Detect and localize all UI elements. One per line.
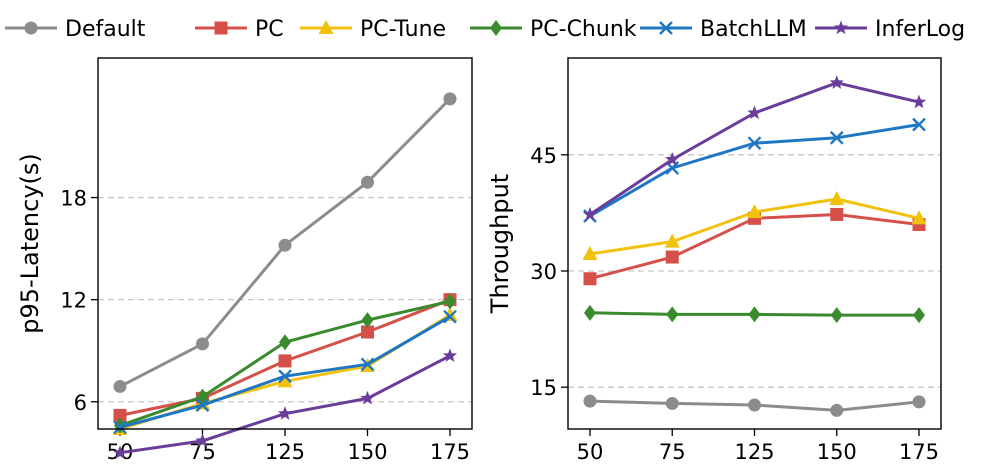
data-point [278, 369, 292, 384]
data-point [196, 337, 209, 351]
series-pc-tune [582, 190, 927, 260]
series-line [589, 123, 920, 218]
x-tick-label: 125 [734, 440, 774, 464]
data-point [583, 394, 597, 408]
legend-label: BatchLLM [700, 17, 807, 42]
legend-marker [214, 21, 228, 35]
y-tick-label: 18 [60, 187, 87, 211]
y-axis-title: p95-Latency(s) [16, 153, 44, 334]
data-point [442, 348, 458, 362]
x-tick-label: 175 [430, 440, 470, 464]
data-point [278, 354, 292, 368]
data-point [279, 334, 291, 351]
data-point [911, 94, 927, 109]
data-point [112, 445, 128, 459]
x-tick-label: 50 [577, 440, 604, 464]
legend-label: Default [65, 17, 146, 42]
x-tick-label: 150 [347, 440, 387, 464]
data-point [829, 190, 845, 205]
data-point [583, 272, 597, 286]
legend-item-pc-chunk: PC-Chunk [470, 17, 637, 42]
data-point [665, 396, 679, 410]
data-point [665, 250, 679, 264]
series-default [113, 92, 457, 393]
legend-item-pc-tune: PC-Tune [300, 17, 446, 42]
legend-label: InferLog [875, 17, 965, 42]
legend-marker [833, 20, 849, 35]
data-point [830, 403, 844, 417]
y-tick-label: 45 [530, 144, 557, 168]
data-point [584, 304, 596, 321]
series-batchllm [113, 309, 457, 435]
data-point [360, 390, 375, 405]
legend-marker [490, 20, 502, 36]
legend-item-inferlog: InferLog [815, 17, 965, 42]
y-tick-label: 15 [530, 376, 557, 400]
data-point [747, 105, 762, 120]
legend-item-pc: PC [195, 17, 284, 42]
data-point [911, 210, 927, 225]
data-point [829, 130, 844, 145]
data-point [665, 151, 680, 166]
x-tick-label: 75 [659, 440, 686, 464]
legend-label: PC [255, 17, 284, 42]
latency-panel: 612185075125150175p95-Latency(s) [16, 57, 473, 464]
legend-marker [318, 20, 334, 34]
x-tick-label: 125 [265, 440, 305, 464]
data-point [748, 398, 761, 412]
legend-item-batchllm: BatchLLM [640, 17, 807, 42]
x-tick-label: 150 [817, 440, 857, 464]
x-tick-label: 175 [899, 440, 939, 464]
legend-marker [24, 21, 38, 35]
data-point [830, 207, 844, 221]
series-pc-chunk [584, 304, 925, 324]
data-point [747, 136, 762, 151]
data-point [582, 245, 598, 260]
data-point [278, 238, 292, 252]
series-inferlog [582, 75, 927, 221]
data-point [277, 406, 293, 420]
data-point [666, 306, 679, 323]
data-point [113, 379, 127, 393]
data-point [664, 233, 680, 248]
throughput-panel: 15 30 45 50 75 125 150 175 Throughput [486, 57, 942, 464]
series-line [589, 81, 920, 216]
data-point [443, 92, 457, 106]
legend-marker [659, 21, 673, 35]
data-point [195, 398, 210, 413]
legend-label: PC-Tune [360, 17, 446, 42]
data-point [361, 312, 374, 329]
data-point [361, 175, 374, 189]
data-point [443, 309, 457, 324]
y-axis-title: Throughput [486, 174, 514, 314]
data-point [748, 306, 761, 323]
series-default [583, 394, 926, 417]
data-point [195, 433, 210, 447]
y-tick-label: 12 [60, 289, 87, 313]
series-inferlog [112, 348, 458, 459]
plot-frame [567, 57, 942, 430]
legend: Default PC PC-Tune PC-Chunk BatchLLM InferLog [5, 17, 965, 42]
data-point [277, 373, 293, 388]
data-point [582, 206, 598, 221]
data-point [912, 395, 926, 409]
data-point [113, 420, 127, 435]
legend-item-default: Default [5, 17, 146, 42]
data-point [913, 307, 925, 324]
y-tick-label: 6 [74, 391, 87, 415]
data-point [361, 325, 374, 339]
y-tick-label: 30 [530, 260, 557, 284]
plot-frame [97, 57, 473, 430]
data-point [829, 75, 844, 89]
legend-label: PC-Chunk [530, 17, 637, 42]
data-point [113, 408, 127, 422]
data-point [830, 307, 843, 324]
data-point [912, 117, 926, 132]
data-point [360, 357, 375, 372]
data-point [747, 204, 762, 219]
data-point [444, 293, 456, 310]
